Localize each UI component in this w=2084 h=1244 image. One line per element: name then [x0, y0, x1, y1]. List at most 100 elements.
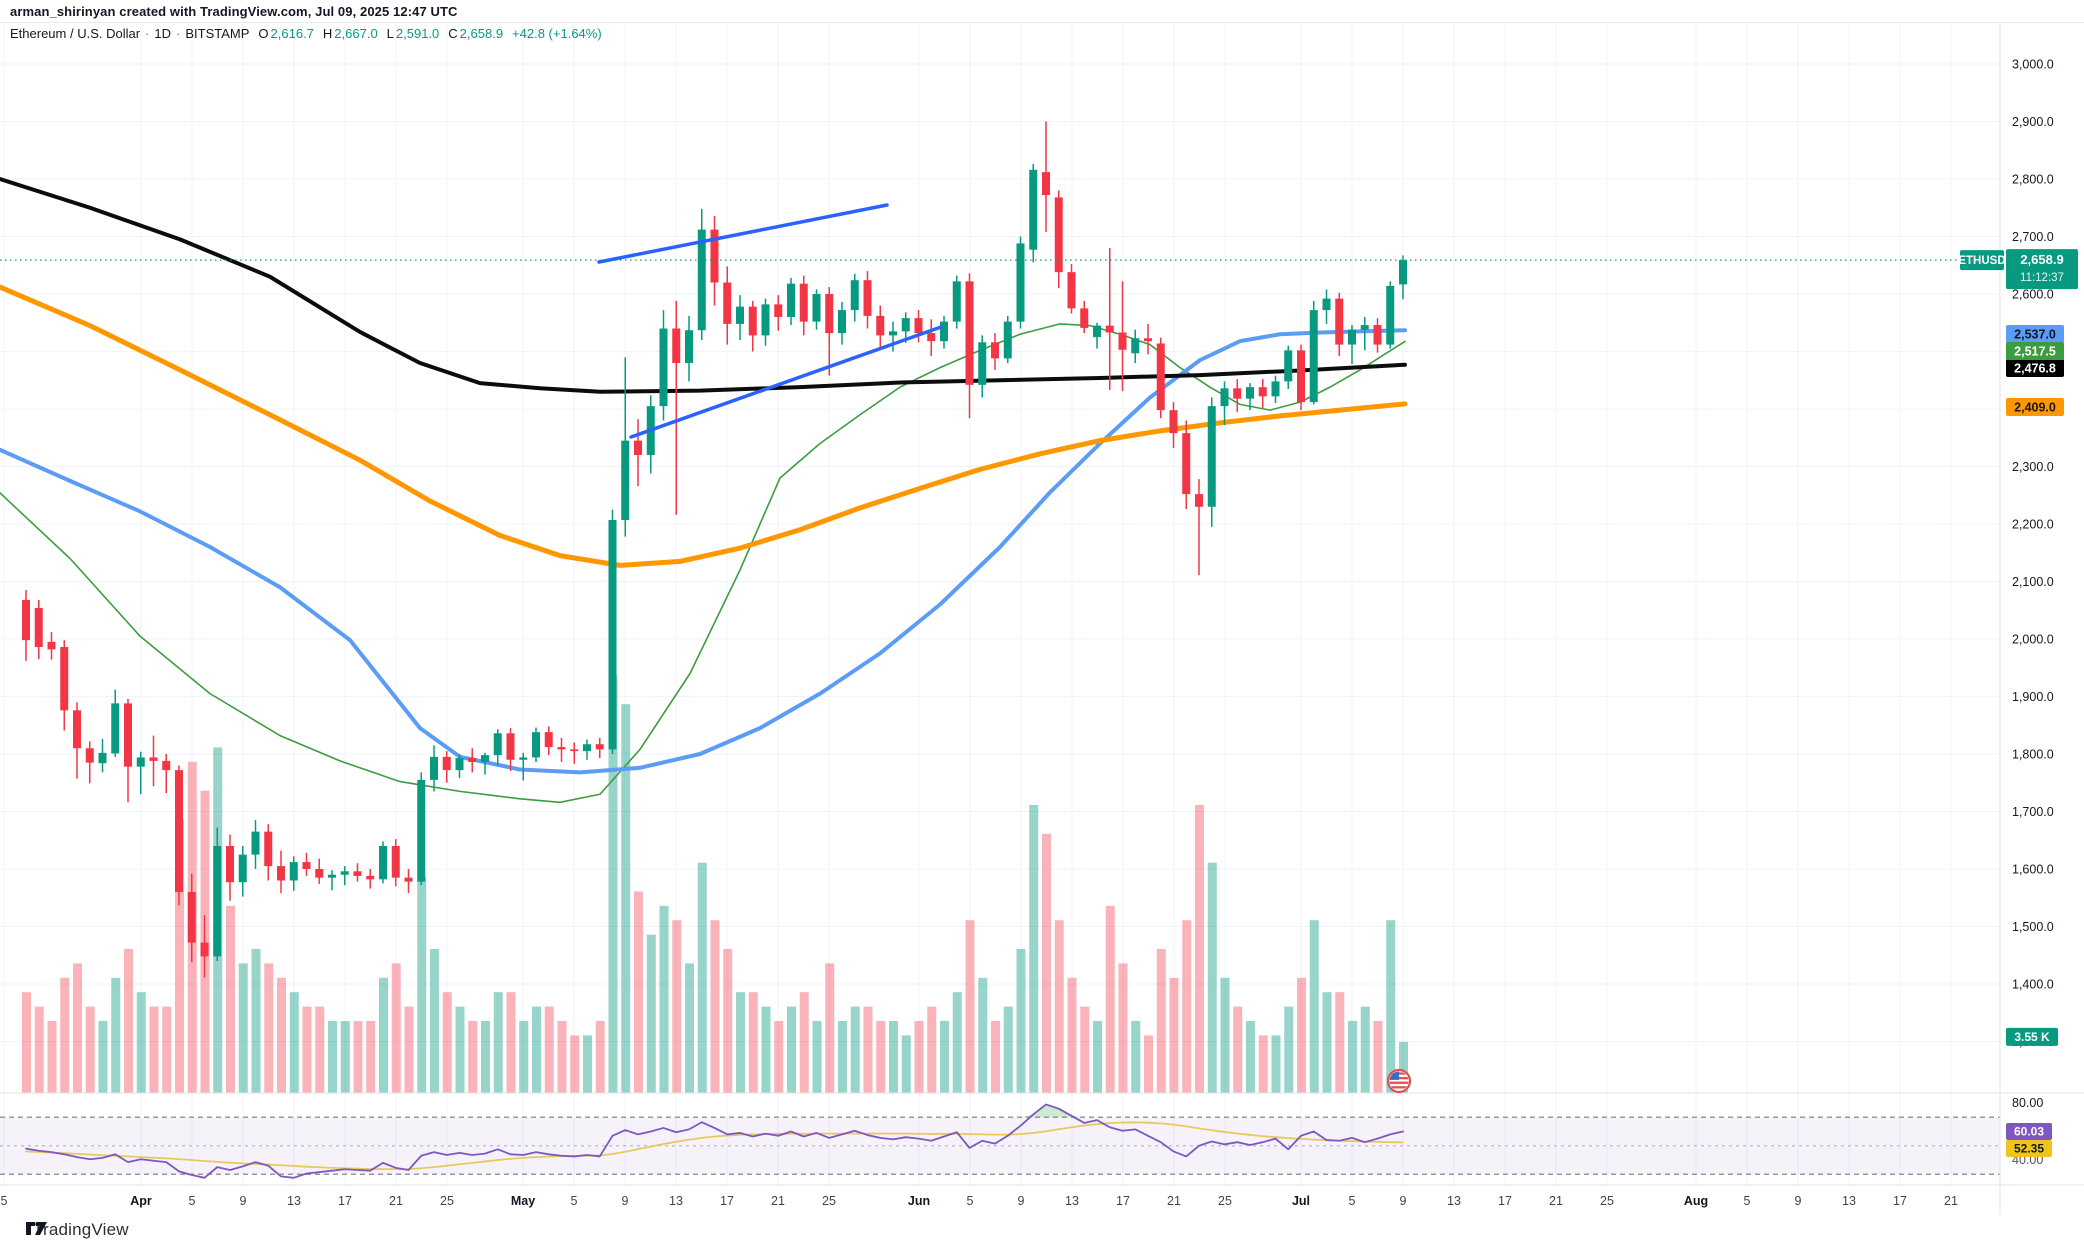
candle-body[interactable] [1322, 298, 1331, 311]
volume-bar[interactable] [850, 1006, 860, 1093]
volume-bar[interactable] [1284, 1006, 1294, 1093]
candle-body[interactable] [1271, 381, 1280, 397]
candle-body[interactable] [825, 294, 834, 334]
candle-body[interactable] [417, 779, 426, 882]
candle-body[interactable] [1080, 308, 1089, 328]
volume-bar[interactable] [1386, 920, 1396, 1093]
upper-channel-line[interactable] [597, 203, 889, 264]
candle-body[interactable] [1029, 169, 1038, 250]
candle-body[interactable] [532, 732, 540, 758]
tradingview-footer[interactable]: TradingView [26, 1220, 129, 1240]
volume-bar[interactable] [1042, 833, 1051, 1093]
volume-bar[interactable] [901, 1035, 911, 1093]
candle-body[interactable] [1042, 172, 1050, 196]
volume-bar[interactable] [634, 891, 643, 1093]
candle-body[interactable] [1169, 410, 1178, 434]
volume-bar[interactable] [1399, 1041, 1408, 1093]
candle-body[interactable] [901, 318, 910, 332]
volume-bar[interactable] [493, 992, 503, 1093]
candle-body[interactable] [774, 304, 783, 317]
volume-bar[interactable] [1169, 977, 1179, 1093]
candle-body[interactable] [1182, 433, 1191, 495]
volume-bar[interactable] [1233, 1006, 1243, 1093]
volume-bar[interactable] [251, 949, 261, 1093]
candle-body[interactable] [863, 280, 872, 316]
volume-bar[interactable] [1348, 1021, 1357, 1093]
volume-bar[interactable] [302, 1006, 312, 1093]
candle-body[interactable] [379, 846, 387, 880]
volume-bar[interactable] [1080, 1006, 1090, 1093]
candle-body[interactable] [22, 599, 30, 641]
volume-bar[interactable] [1335, 992, 1345, 1093]
exchange-label[interactable]: BITSTAMP [185, 25, 250, 41]
volume-bar[interactable] [315, 1006, 325, 1093]
volume-bar[interactable] [264, 963, 274, 1093]
candle-body[interactable] [1258, 387, 1267, 397]
volume-bar[interactable] [124, 949, 133, 1093]
candle-body[interactable] [1156, 343, 1165, 411]
volume-bar[interactable] [697, 862, 707, 1093]
volume-bar[interactable] [608, 675, 618, 1093]
volume-bar[interactable] [277, 977, 286, 1093]
volume-bar[interactable] [60, 977, 70, 1093]
candle-body[interactable] [1093, 325, 1101, 338]
candle-body[interactable] [187, 892, 196, 943]
candle-body[interactable] [621, 440, 630, 520]
candle-body[interactable] [455, 758, 464, 771]
volume-bar[interactable] [787, 1006, 796, 1093]
candle-body[interactable] [1054, 197, 1063, 273]
rsi-line[interactable] [25, 1103, 1404, 1179]
volume-bar[interactable] [1029, 805, 1039, 1093]
candle-body[interactable] [608, 519, 617, 750]
volume-bar[interactable] [812, 1021, 822, 1093]
volume-bar[interactable] [226, 905, 235, 1093]
candle-body[interactable] [1067, 272, 1076, 309]
candle-body[interactable] [353, 871, 362, 876]
volume-bar[interactable] [481, 1021, 490, 1093]
volume-bar[interactable] [328, 1021, 337, 1093]
candle-body[interactable] [277, 866, 285, 881]
candle-body[interactable] [1335, 298, 1344, 345]
candle-body[interactable] [914, 318, 923, 334]
volume-bar[interactable] [85, 1006, 95, 1093]
candle-body[interactable] [111, 703, 120, 754]
volume-bar[interactable] [1258, 1035, 1268, 1093]
symbol-ohlc-row[interactable]: Ethereum / U.S. Dollar · 1D · BITSTAMP O… [10, 24, 602, 42]
candle-body[interactable] [226, 846, 234, 883]
volume-bar[interactable] [1131, 1021, 1141, 1093]
candle-body[interactable] [697, 229, 706, 331]
volume-bar[interactable] [34, 1006, 44, 1093]
volume-bar[interactable] [736, 992, 745, 1093]
candle-body[interactable] [991, 342, 999, 359]
volume-bar[interactable] [1156, 949, 1166, 1093]
volume-bar[interactable] [1118, 963, 1128, 1093]
candle-body[interactable] [73, 710, 81, 749]
candle-body[interactable] [1016, 243, 1025, 322]
candle-body[interactable] [723, 282, 732, 324]
candle-body[interactable] [1373, 325, 1382, 345]
volume-bar[interactable] [136, 992, 146, 1093]
candle-body[interactable] [340, 871, 349, 875]
volume-bar[interactable] [1003, 1006, 1013, 1093]
volume-bar[interactable] [442, 992, 452, 1093]
candle-body[interactable] [787, 283, 795, 317]
volume-bar[interactable] [927, 1006, 937, 1093]
candle-body[interactable] [442, 756, 451, 771]
volume-bar[interactable] [965, 920, 975, 1093]
candle-body[interactable] [1118, 332, 1127, 350]
volume-bar[interactable] [825, 963, 835, 1093]
candle-body[interactable] [98, 752, 107, 764]
candle-body[interactable] [889, 331, 897, 336]
volume-bar[interactable] [47, 1021, 57, 1093]
candle-body[interactable] [544, 732, 553, 748]
candle-body[interactable] [812, 294, 821, 322]
candle-body[interactable] [238, 854, 247, 883]
candle-body[interactable] [595, 744, 604, 750]
candle-body[interactable] [1207, 406, 1216, 507]
volume-bar[interactable] [621, 704, 631, 1093]
volume-bar[interactable] [175, 819, 184, 1093]
volume-bar[interactable] [1246, 1021, 1255, 1093]
candle-body[interactable] [60, 647, 69, 711]
candle-body[interactable] [34, 607, 43, 648]
